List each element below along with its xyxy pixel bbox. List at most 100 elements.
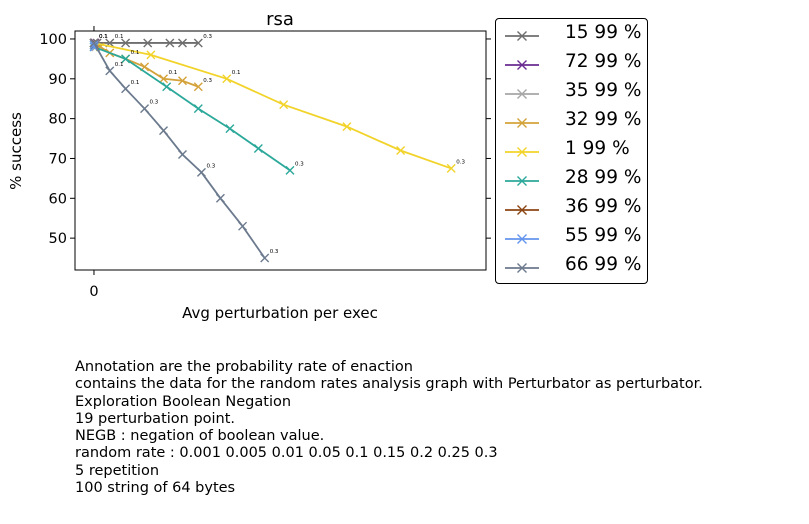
chart: rsa 50 60 70 80 90 100 0 0.1 0.3 0.1 0.1 0.1 0.1 0.3… bbox=[7, 9, 491, 322]
legend-item: 1 99 % bbox=[502, 137, 642, 166]
data-point bbox=[177, 149, 187, 159]
data-point bbox=[285, 165, 295, 175]
caption-line: 100 string of 64 bytes bbox=[75, 480, 236, 497]
data-point bbox=[159, 74, 169, 84]
caption-line: 5 repetition bbox=[75, 462, 160, 479]
legend-item: 28 99 % bbox=[502, 166, 642, 195]
chart-legend: 15 99 % 72 99 % 35 99 % 32 99 % 1 99 % 28 99 … bbox=[495, 18, 648, 284]
point-annotation: 0.3 bbox=[203, 34, 212, 40]
legend-swatch bbox=[505, 176, 539, 186]
data-point bbox=[222, 74, 232, 84]
legend-label: 32 99 % bbox=[565, 109, 642, 130]
point-annotation: 0.3 bbox=[270, 249, 279, 255]
chart-caption: Annotation are the probability rate of e… bbox=[75, 359, 703, 497]
data-point bbox=[279, 100, 289, 110]
plot-frame bbox=[74, 30, 487, 271]
series-4 bbox=[89, 38, 456, 173]
caption-line: NEGB : negation of boolean value. bbox=[75, 428, 325, 445]
series-8 bbox=[89, 38, 270, 263]
legend-label: 1 99 % bbox=[565, 138, 630, 159]
legend-item: 72 99 % bbox=[502, 50, 642, 79]
data-point bbox=[193, 38, 203, 48]
point-annotation: 0.3 bbox=[456, 159, 465, 165]
data-point bbox=[238, 221, 248, 231]
data-point bbox=[193, 82, 203, 92]
legend-marker bbox=[517, 176, 527, 186]
caption-line: Annotation are the probability rate of e… bbox=[75, 359, 413, 375]
data-point bbox=[121, 54, 131, 64]
data-point bbox=[143, 38, 153, 48]
legend-swatch bbox=[505, 118, 539, 128]
legend-label: 15 99 % bbox=[565, 22, 642, 43]
legend-marker bbox=[517, 205, 527, 215]
legend-item: 36 99 % bbox=[502, 195, 642, 224]
point-annotation: 0.3 bbox=[206, 163, 215, 169]
data-point bbox=[396, 146, 406, 155]
data-point bbox=[177, 38, 187, 48]
legend-item: 55 99 % bbox=[502, 224, 642, 253]
legend-marker bbox=[517, 118, 527, 128]
data-point bbox=[162, 82, 172, 92]
legend-marker bbox=[517, 89, 527, 99]
legend-marker bbox=[517, 31, 527, 41]
chart-title: rsa bbox=[266, 9, 294, 30]
y-tick-label: 80 bbox=[49, 112, 67, 128]
point-annotation: 0.1 bbox=[232, 70, 241, 76]
x-tick-label: 0 bbox=[89, 284, 98, 300]
legend-marker bbox=[517, 147, 527, 157]
point-annotation: 0.3 bbox=[150, 100, 159, 106]
legend-marker bbox=[517, 234, 527, 244]
data-point bbox=[342, 122, 352, 132]
point-annotation: 0.1 bbox=[99, 34, 108, 40]
legend-label: 28 99 % bbox=[565, 167, 642, 188]
legend-label: 35 99 % bbox=[565, 80, 642, 101]
data-point bbox=[196, 167, 206, 177]
point-annotation: 0.3 bbox=[295, 161, 304, 167]
data-point bbox=[446, 163, 456, 173]
y-axis-label: % success bbox=[7, 112, 25, 190]
data-point bbox=[105, 66, 115, 76]
legend-swatch bbox=[505, 147, 539, 157]
data-point bbox=[193, 104, 203, 114]
series-line bbox=[93, 42, 266, 259]
y-tick-label: 90 bbox=[49, 72, 67, 88]
data-point bbox=[89, 38, 99, 48]
legend-item: 32 99 % bbox=[502, 108, 642, 137]
point-annotation: 0.1 bbox=[131, 80, 140, 86]
data-point bbox=[165, 38, 175, 48]
legend-marker bbox=[517, 263, 527, 273]
legend-swatch bbox=[505, 205, 539, 215]
legend-item: 35 99 % bbox=[502, 79, 642, 108]
legend-marker bbox=[517, 60, 527, 70]
caption-line: random rate : 0.001 0.005 0.01 0.05 0.1 … bbox=[75, 445, 498, 462]
data-point bbox=[260, 253, 270, 263]
legend-item: 15 99 % bbox=[502, 21, 642, 50]
data-point bbox=[121, 84, 131, 94]
data-point bbox=[159, 126, 169, 136]
caption-line: contains the data for the random rates a… bbox=[75, 376, 703, 393]
y-tick-label: 70 bbox=[49, 151, 67, 167]
caption-line: 19 perturbation point. bbox=[75, 410, 236, 427]
data-point bbox=[177, 76, 187, 86]
point-annotation: 0.1 bbox=[115, 34, 124, 40]
y-tick-label: 50 bbox=[49, 231, 67, 247]
legend-label: 55 99 % bbox=[565, 225, 642, 246]
point-annotation: 0.1 bbox=[169, 70, 178, 76]
point-annotation: 0.1 bbox=[99, 34, 108, 40]
legend-item: 66 99 % bbox=[502, 253, 642, 282]
y-tick-label: 60 bbox=[49, 191, 67, 207]
data-point bbox=[121, 38, 131, 48]
data-point bbox=[215, 193, 225, 203]
point-annotation: 0.1 bbox=[99, 34, 108, 40]
data-point bbox=[225, 124, 235, 134]
y-tick-label: 100 bbox=[39, 32, 67, 48]
legend-swatch bbox=[505, 263, 539, 273]
data-point bbox=[146, 50, 156, 60]
legend-label: 72 99 % bbox=[565, 51, 642, 72]
caption-line: Exploration Boolean Negation bbox=[75, 393, 292, 410]
legend-label: 36 99 % bbox=[565, 196, 642, 217]
data-point bbox=[253, 144, 263, 154]
legend-swatch bbox=[505, 31, 539, 41]
x-axis-label: Avg perturbation per exec bbox=[182, 304, 378, 322]
data-point bbox=[140, 104, 150, 114]
